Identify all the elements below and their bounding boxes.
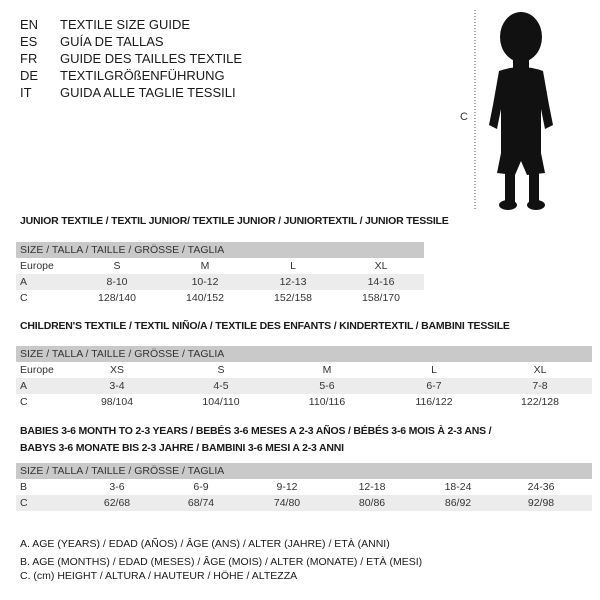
- table-cell: S: [217, 364, 225, 376]
- guide-title: TEXTILE SIZE GUIDE: [60, 17, 191, 32]
- table-cell: 6-9: [193, 481, 209, 493]
- table-cell: 8-10: [106, 276, 128, 288]
- table-cell: 12-13: [279, 276, 307, 288]
- table-cell: M: [322, 364, 332, 376]
- junior-section-title: JUNIOR TEXTILE / TEXTIL JUNIOR/ TEXTILE …: [20, 215, 449, 227]
- babies-section-title-1: BABIES 3-6 MONTH TO 2-3 YEARS / BEBÉS 3-…: [20, 425, 492, 437]
- table-cell: 80/86: [358, 497, 386, 509]
- guide-title: GUÍA DE TALLAS: [60, 34, 164, 49]
- table-cell: 3-6: [109, 481, 125, 493]
- row-label: C: [20, 396, 28, 408]
- table-cell: 62/68: [103, 497, 131, 509]
- table-cell: XS: [109, 364, 125, 376]
- child-silhouette-figure: C: [460, 10, 553, 210]
- table-cell: S: [113, 260, 121, 272]
- language-title-row: FR GUIDE DES TAILLES TEXTILE: [20, 50, 242, 67]
- language-title-row: IT GUIDA ALLE TAGLIE TESSILI: [20, 84, 236, 101]
- table-cell: 116/122: [415, 396, 453, 408]
- size-header: SIZE / TALLA / TAILLE / GRÖSSE / TAGLIA: [20, 348, 225, 360]
- legend-c: C. (cm) HEIGHT / ALTURA / HAUTEUR / HÖHE…: [20, 570, 298, 582]
- babies-section-title-2: BABYS 3-6 MONATE BIS 2-3 JAHRE / BAMBINI…: [20, 442, 344, 454]
- table-cell: 5-6: [319, 380, 335, 392]
- size-header: SIZE / TALLA / TAILLE / GRÖSSE / TAGLIA: [20, 244, 225, 256]
- table-cell: 158/170: [362, 292, 400, 304]
- guide-title: TEXTILGRÖßENFÜHRUNG: [60, 68, 225, 83]
- table-row: A 8-10 10-12 12-13 14-16: [16, 274, 424, 290]
- table-cell: 140/152: [186, 292, 224, 304]
- table-row: C 62/68 68/74 74/80 80/86 86/92 92/98: [16, 495, 592, 511]
- child-silhouette-icon: [489, 12, 553, 210]
- row-label: Europe: [20, 260, 54, 272]
- table-row: C 128/140 140/152 152/158 158/170: [16, 290, 424, 306]
- table-cell: 98/104: [100, 396, 134, 408]
- table-cell: 14-16: [367, 276, 395, 288]
- table-row: A 3-4 4-5 5-6 6-7 7-8: [16, 378, 592, 394]
- table-cell: XL: [374, 260, 388, 272]
- legend-a: A. AGE (YEARS) / EDAD (AÑOS) / ÂGE (ANS)…: [20, 538, 390, 550]
- language-title-row: ES GUÍA DE TALLAS: [20, 33, 164, 50]
- table-cell: M: [200, 260, 210, 272]
- table-cell: 110/116: [308, 396, 346, 408]
- size-header-row: SIZE / TALLA / TAILLE / GRÖSSE / TAGLIA: [16, 463, 592, 479]
- table-cell: 74/80: [273, 497, 301, 509]
- table-cell: L: [431, 364, 437, 376]
- table-row: Europe XS S M L XL: [16, 362, 592, 378]
- table-cell: 24-36: [527, 481, 555, 493]
- children-section-title: CHILDREN'S TEXTILE / TEXTIL NIÑO/A / TEX…: [20, 320, 510, 332]
- table-cell: 7-8: [532, 380, 548, 392]
- language-code: DE: [20, 68, 39, 83]
- table-cell: 68/74: [187, 497, 215, 509]
- table-cell: 6-7: [426, 380, 442, 392]
- table-cell: 152/158: [274, 292, 312, 304]
- table-cell: 9-12: [276, 481, 298, 493]
- table-cell: 4-5: [213, 380, 229, 392]
- table-cell: XL: [533, 364, 547, 376]
- row-label: A: [20, 380, 28, 392]
- table-row: Europe S M L XL: [16, 258, 424, 274]
- size-header: SIZE / TALLA / TAILLE / GRÖSSE / TAGLIA: [20, 465, 225, 477]
- babies-size-table: SIZE / TALLA / TAILLE / GRÖSSE / TAGLIA B…: [16, 463, 592, 511]
- table-row: B 3-6 6-9 9-12 12-18 18-24 24-36: [16, 479, 592, 495]
- language-code: ES: [20, 34, 38, 49]
- row-label: C: [20, 292, 28, 304]
- table-cell: L: [290, 260, 296, 272]
- table-cell: 18-24: [444, 481, 472, 493]
- measure-label: C: [460, 111, 468, 123]
- table-cell: 3-4: [109, 380, 125, 392]
- language-title-row: EN TEXTILE SIZE GUIDE: [20, 16, 190, 33]
- table-cell: 10-12: [191, 276, 219, 288]
- language-title-row: DE TEXTILGRÖßENFÜHRUNG: [20, 67, 225, 84]
- row-label: Europe: [20, 364, 54, 376]
- row-label: B: [20, 481, 28, 493]
- table-cell: 104/110: [202, 396, 240, 408]
- language-code: EN: [20, 17, 39, 32]
- table-cell: 12-18: [358, 481, 386, 493]
- language-code: FR: [20, 51, 38, 66]
- table-cell: 122/128: [521, 396, 559, 408]
- table-cell: 92/98: [527, 497, 555, 509]
- guide-title: GUIDE DES TAILLES TEXTILE: [60, 51, 243, 66]
- children-size-table: SIZE / TALLA / TAILLE / GRÖSSE / TAGLIA E…: [16, 346, 592, 410]
- table-cell: 86/92: [444, 497, 472, 509]
- legend-b: B. AGE (MONTHS) / EDAD (MESES) / ÂGE (MO…: [20, 556, 423, 568]
- table-row: C 98/104 104/110 110/116 116/122 122/128: [16, 394, 592, 410]
- size-header-row: SIZE / TALLA / TAILLE / GRÖSSE / TAGLIA: [16, 242, 424, 258]
- junior-size-table: SIZE / TALLA / TAILLE / GRÖSSE / TAGLIA E…: [16, 242, 424, 306]
- guide-title: GUIDA ALLE TAGLIE TESSILI: [60, 85, 236, 100]
- row-label: C: [20, 497, 28, 509]
- size-header-row: SIZE / TALLA / TAILLE / GRÖSSE / TAGLIA: [16, 346, 592, 362]
- row-label: A: [20, 276, 28, 288]
- table-cell: 128/140: [98, 292, 136, 304]
- language-code: IT: [20, 85, 32, 100]
